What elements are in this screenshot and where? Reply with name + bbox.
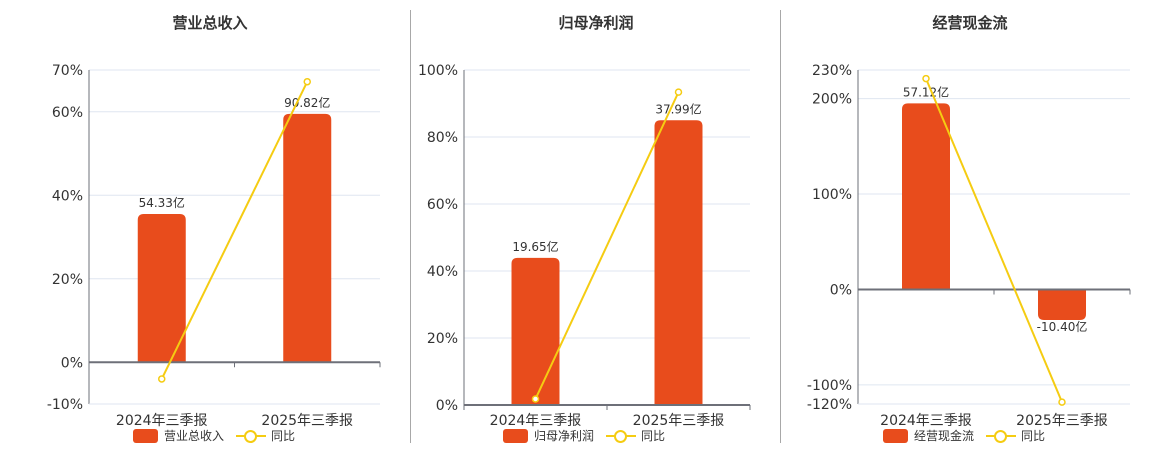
bar-value-label: 54.33亿	[139, 195, 185, 210]
legend-bar-label[interactable]: 经营现金流	[914, 429, 975, 443]
y-tick-label: -100%	[807, 378, 852, 394]
bar-value-label: 37.99亿	[655, 101, 701, 116]
chart-legend: 营业总收入 同比	[133, 427, 295, 444]
bar	[654, 120, 703, 405]
y-tick-label: 40%	[52, 188, 83, 204]
y-tick-label: -120%	[807, 397, 852, 413]
bar-value-label: -10.40亿	[1037, 319, 1088, 334]
x-category-label: 2025年三季报	[633, 413, 725, 429]
x-category-label: 2024年三季报	[116, 413, 208, 429]
y-tick-label: -10%	[47, 397, 83, 413]
yoy-line	[925, 78, 1063, 403]
chart-title: 营业总收入	[172, 14, 248, 32]
legend-line-marker-icon[interactable]	[986, 429, 1017, 443]
legend-bar-label[interactable]: 营业总收入	[164, 429, 225, 443]
chart-legend: 经营现金流 同比	[883, 427, 1045, 444]
chart-title: 归母净利润	[558, 14, 634, 32]
y-tick-label: 40%	[427, 264, 458, 280]
y-tick-label: 20%	[52, 272, 83, 288]
yoy-point-marker-icon	[303, 77, 311, 86]
x-category-label: 2025年三季报	[1016, 413, 1108, 429]
legend-bar-swatch-icon[interactable]	[883, 428, 908, 443]
chart-legend: 归母净利润 同比	[503, 427, 665, 444]
bar	[511, 257, 560, 405]
legend-line-marker-icon[interactable]	[236, 429, 267, 443]
panel-separator	[780, 10, 781, 443]
y-tick-label: 80%	[427, 130, 458, 146]
yoy-line	[160, 81, 309, 380]
legend-line-marker-icon[interactable]	[606, 429, 637, 443]
legend-line-label[interactable]: 同比	[1021, 429, 1046, 443]
panel-separator	[410, 10, 411, 443]
legend-bar-swatch-icon[interactable]	[133, 428, 158, 443]
bar	[283, 113, 332, 363]
y-tick-label: 60%	[52, 105, 83, 121]
yoy-point-marker-icon	[1058, 398, 1066, 406]
y-tick-label: 0%	[436, 398, 458, 414]
y-tick-label: 70%	[52, 63, 83, 79]
y-tick-label: 0%	[61, 355, 83, 371]
bar	[902, 103, 950, 290]
legend-line-label[interactable]: 同比	[641, 429, 666, 443]
bar-value-label: 19.65亿	[512, 239, 558, 254]
bar	[1038, 289, 1086, 321]
yoy-point-marker-icon	[674, 88, 683, 96]
y-tick-label: 60%	[427, 197, 458, 213]
y-tick-label: 200%	[812, 92, 852, 108]
y-tick-label: 230%	[812, 63, 852, 79]
legend-bar-label[interactable]: 归母净利润	[534, 429, 595, 443]
y-tick-label: 20%	[427, 331, 458, 347]
x-category-label: 2024年三季报	[490, 413, 582, 429]
chart-title: 经营现金流	[932, 14, 1008, 32]
legend-bar-swatch-icon[interactable]	[503, 428, 528, 443]
x-category-label: 2024年三季报	[880, 413, 972, 429]
y-tick-label: 100%	[418, 63, 458, 79]
x-category-label: 2025年三季报	[261, 413, 353, 429]
yoy-point-marker-icon	[922, 74, 930, 83]
yoy-point-marker-icon	[531, 395, 540, 403]
y-tick-label: 100%	[812, 187, 852, 203]
chart-panel-revenue: 营业总收入 70% 60% 40% 20% 0% -10% 54.33亿 90.82亿 2024…	[0, 0, 410, 450]
y-tick-label: 0%	[830, 282, 852, 298]
legend-line-label[interactable]: 同比	[271, 429, 296, 443]
yoy-line	[534, 91, 680, 400]
bar	[137, 214, 186, 363]
yoy-point-marker-icon	[158, 375, 166, 383]
bar-value-label: 57.12亿	[903, 84, 949, 99]
